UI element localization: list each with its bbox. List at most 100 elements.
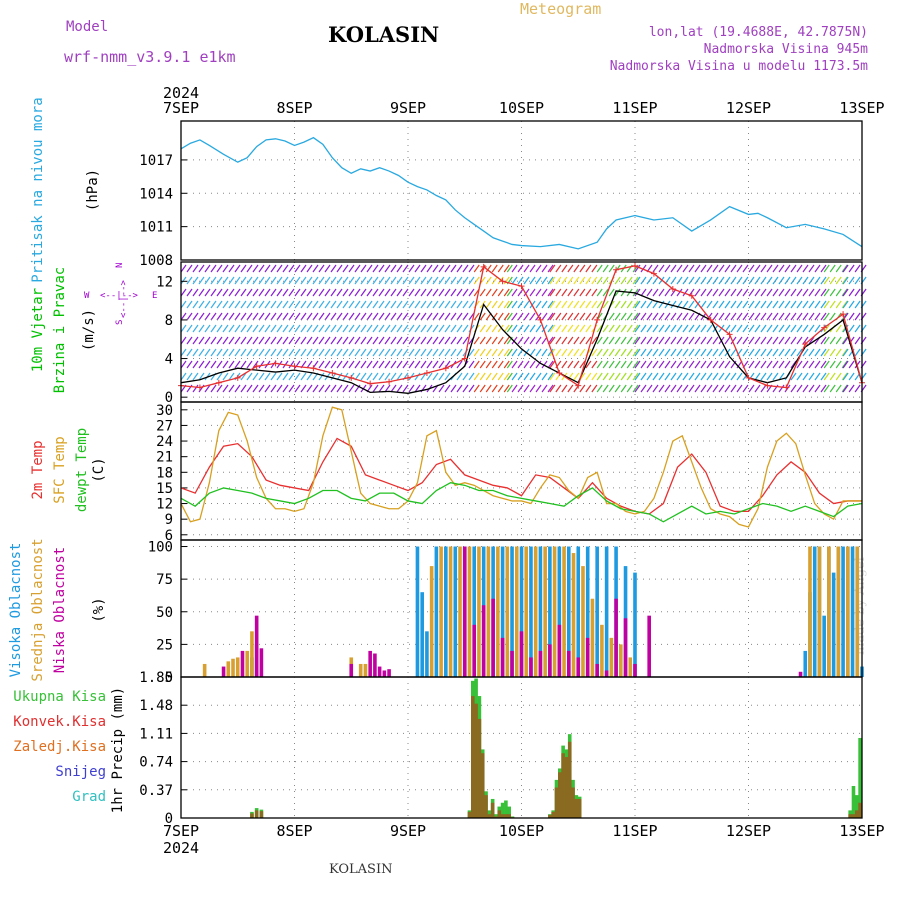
wind-barb bbox=[270, 372, 277, 381]
year-label-top: 2024 bbox=[163, 84, 199, 102]
wind-barb bbox=[192, 300, 199, 309]
cloud-bar bbox=[221, 666, 226, 677]
cloud-bar bbox=[425, 631, 429, 677]
wind-barb bbox=[300, 348, 307, 357]
cloud-bar bbox=[633, 572, 637, 677]
cloud-bar bbox=[817, 546, 822, 677]
wind-barb bbox=[318, 300, 325, 309]
wind-barb bbox=[497, 360, 504, 369]
y-tick-label: 4 bbox=[165, 352, 173, 368]
wind-barb bbox=[547, 264, 554, 273]
wind-barb bbox=[204, 312, 211, 321]
wind-barb bbox=[342, 276, 349, 285]
x-tick-label-top: 9SEP bbox=[390, 99, 426, 117]
page-title: KOLASIN bbox=[328, 22, 440, 47]
cloud-bar bbox=[619, 644, 623, 677]
wind-barb bbox=[585, 384, 592, 393]
wind-barb bbox=[567, 384, 574, 393]
pressure-ylabel: Pritisak na nivou mora bbox=[30, 97, 46, 282]
wind-barb bbox=[535, 360, 542, 369]
wind-barb bbox=[724, 288, 731, 297]
wind-barb bbox=[541, 372, 548, 381]
wind-barb bbox=[760, 336, 767, 345]
wind-barb bbox=[730, 288, 737, 297]
wind-barb bbox=[652, 300, 659, 309]
wind-barb bbox=[396, 324, 403, 333]
wind-barb bbox=[561, 360, 568, 369]
wind-barb bbox=[312, 276, 319, 285]
cloud-bar bbox=[458, 546, 462, 677]
wind-barb bbox=[438, 360, 445, 369]
panel-pressure: 1008 1011 1014 1017 bbox=[139, 120, 863, 269]
wind-barb bbox=[820, 276, 827, 285]
cloud-bar bbox=[831, 572, 836, 677]
wind-barb bbox=[646, 288, 653, 297]
wind-barb bbox=[330, 264, 337, 273]
wind-barb bbox=[549, 372, 556, 381]
wind-barb bbox=[216, 348, 223, 357]
wind-barb bbox=[670, 300, 677, 309]
wind-barb bbox=[186, 288, 193, 297]
wind-barb bbox=[258, 312, 265, 321]
wind-barb bbox=[270, 324, 277, 333]
wind-barb bbox=[646, 360, 653, 369]
wind-barb bbox=[778, 360, 785, 369]
wind-barb bbox=[468, 312, 475, 321]
wind-barb bbox=[700, 300, 707, 309]
wind-barb bbox=[456, 324, 463, 333]
wind-barb bbox=[426, 324, 433, 333]
wind-barb bbox=[473, 336, 480, 345]
wind-barb bbox=[426, 288, 433, 297]
wind-barb bbox=[372, 264, 379, 273]
wind-barb bbox=[414, 372, 421, 381]
wind-barb bbox=[378, 372, 385, 381]
cloud-bar bbox=[358, 663, 363, 677]
wind-barb bbox=[529, 300, 536, 309]
wind-barb bbox=[591, 300, 598, 309]
wind-barb bbox=[497, 336, 504, 345]
wind-barb bbox=[497, 348, 504, 357]
wind-barb bbox=[234, 276, 241, 285]
wind-barb bbox=[706, 264, 713, 273]
wind-barb bbox=[658, 336, 665, 345]
wind-barb bbox=[252, 300, 259, 309]
wind-barb bbox=[450, 384, 457, 393]
precip-bar bbox=[474, 703, 478, 818]
wind-barb bbox=[312, 384, 319, 393]
wind-barb bbox=[579, 300, 586, 309]
wind-barb bbox=[479, 384, 486, 393]
wind-barb bbox=[784, 312, 791, 321]
wind-barb bbox=[491, 384, 498, 393]
wind-barb bbox=[620, 312, 627, 321]
wind-barb bbox=[748, 300, 755, 309]
wind-barb bbox=[529, 384, 536, 393]
wind-barb bbox=[730, 348, 737, 357]
wind-barb bbox=[848, 312, 855, 321]
cloud-bar bbox=[500, 546, 505, 677]
series-line bbox=[180, 136, 863, 250]
wind-barb bbox=[210, 336, 217, 345]
wind-barb bbox=[503, 264, 510, 273]
wind-barb bbox=[294, 312, 301, 321]
wind-barb bbox=[294, 348, 301, 357]
wind-barb bbox=[555, 288, 562, 297]
wind-barb bbox=[246, 276, 253, 285]
wind-barb bbox=[664, 360, 671, 369]
cloud-bar bbox=[822, 615, 826, 677]
x-tick-label-top: 10SEP bbox=[499, 99, 544, 117]
wind-barb bbox=[523, 300, 530, 309]
cloud-bar bbox=[562, 546, 566, 677]
wind-barb bbox=[396, 288, 403, 297]
wind-barb bbox=[766, 312, 773, 321]
wind-barb bbox=[670, 360, 677, 369]
cloud-bar bbox=[254, 615, 259, 677]
wind-barb bbox=[216, 300, 223, 309]
wind-barb bbox=[204, 324, 211, 333]
cloud-bar bbox=[510, 650, 514, 677]
wind-barb bbox=[634, 312, 641, 321]
wind-barb bbox=[640, 348, 647, 357]
wind-barb bbox=[591, 288, 598, 297]
cloud-bar bbox=[250, 631, 254, 677]
wind-barb bbox=[664, 348, 671, 357]
wind-barb bbox=[820, 288, 827, 297]
